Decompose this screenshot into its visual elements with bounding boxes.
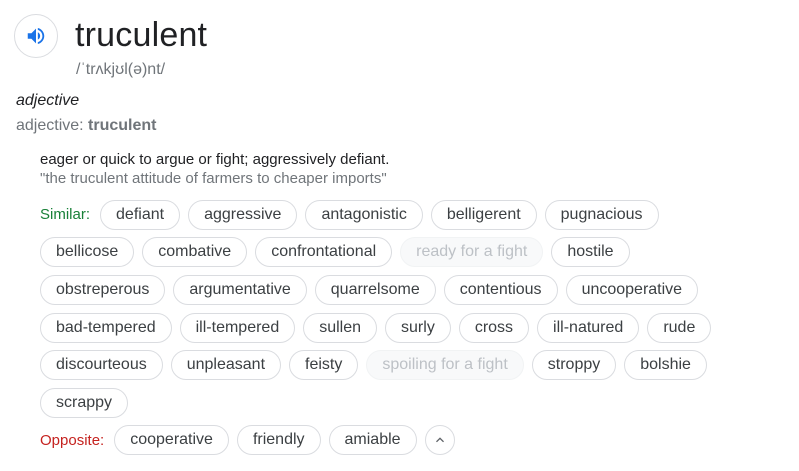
lemma-prefix: adjective: <box>16 117 89 134</box>
chip-row: discourteous unpleasant feisty spoiling for… <box>40 346 740 384</box>
synonym-chip[interactable]: discourteous <box>40 350 163 381</box>
synonym-chip[interactable]: bolshie <box>624 350 707 381</box>
headword: truculent <box>75 16 208 54</box>
chip-row: obstreperous argumentative quarrelsome cont… <box>40 271 740 309</box>
lemma-line: adjective: truculent <box>16 117 157 135</box>
synonym-chip[interactable]: belligerent <box>430 199 537 230</box>
synonym-chip[interactable]: uncooperative <box>565 274 699 305</box>
synonym-chip[interactable]: antagonistic <box>305 199 423 230</box>
synonym-chip[interactable]: defiant <box>100 199 181 230</box>
synonym-chip[interactable]: aggressive <box>188 199 298 230</box>
synonym-chip[interactable]: ill-tempered <box>179 312 296 343</box>
antonym-chip[interactable]: friendly <box>236 425 321 456</box>
similar-label: Similar: <box>40 206 91 224</box>
synonym-chip[interactable]: unpleasant <box>170 350 282 381</box>
synonym-chip[interactable]: bad-tempered <box>40 312 172 343</box>
synonym-chip[interactable]: pugnacious <box>544 199 659 230</box>
synonym-chip[interactable]: hostile <box>551 237 630 268</box>
part-of-speech: adjective <box>16 92 80 109</box>
synonym-chip[interactable]: bellicose <box>40 237 135 268</box>
definition-text: eager or quick to argue or fight; aggres… <box>40 151 390 168</box>
entry-header: truculent /ˈtrʌkjʊl(ə)nt/ <box>14 14 207 79</box>
opposite-label: Opposite: <box>40 431 105 449</box>
synonym-chip[interactable]: combative <box>142 237 248 268</box>
antonym-chip[interactable]: amiable <box>328 425 417 456</box>
synonym-chip[interactable]: surly <box>385 312 451 343</box>
lemma-word: truculent <box>88 117 157 134</box>
synonym-chip[interactable]: ill-natured <box>537 312 640 343</box>
definition-block: eager or quick to argue or fight; aggres… <box>40 150 780 188</box>
chevron-up-icon <box>435 437 444 443</box>
synonym-chip[interactable]: obstreperous <box>40 274 166 305</box>
synonym-chip[interactable]: scrappy <box>40 387 129 418</box>
chip-row: Opposite: cooperative friendly amiable <box>40 422 740 460</box>
chip-row: Similar: defiant aggressive antagonistic bel… <box>40 196 740 234</box>
synonym-chip[interactable]: ready for a fight <box>400 237 544 268</box>
chip-row: scrappy <box>40 384 740 422</box>
synonym-chip[interactable]: contentious <box>443 274 558 305</box>
synonym-chip[interactable]: argumentative <box>173 274 307 305</box>
synonym-chip[interactable]: rude <box>647 312 712 343</box>
antonym-chip[interactable]: cooperative <box>114 425 229 456</box>
synonym-chip[interactable]: quarrelsome <box>314 274 436 305</box>
chip-row: bellicose combative confrontational ready f… <box>40 234 740 272</box>
definition-example: "the truculent attitude of farmers to ch… <box>40 170 387 187</box>
chip-row: bad-tempered ill-tempered sullen surly cross… <box>40 309 740 347</box>
pronunciation-button[interactable] <box>14 14 58 58</box>
phonetic-spelling: /ˈtrʌkjʊl(ə)nt/ <box>76 61 166 78</box>
collapse-button[interactable] <box>424 425 455 456</box>
synonym-chip[interactable]: feisty <box>289 350 359 381</box>
synonym-chip[interactable]: stroppy <box>531 350 617 381</box>
synonym-chip[interactable]: sullen <box>303 312 378 343</box>
synonym-chip[interactable]: confrontational <box>255 237 393 268</box>
speaker-icon <box>27 27 45 45</box>
synonym-chips: Similar: defiant aggressive antagonistic bel… <box>40 196 740 459</box>
synonym-chip[interactable]: spoiling for a fight <box>366 350 524 381</box>
synonym-chip[interactable]: cross <box>458 312 530 343</box>
